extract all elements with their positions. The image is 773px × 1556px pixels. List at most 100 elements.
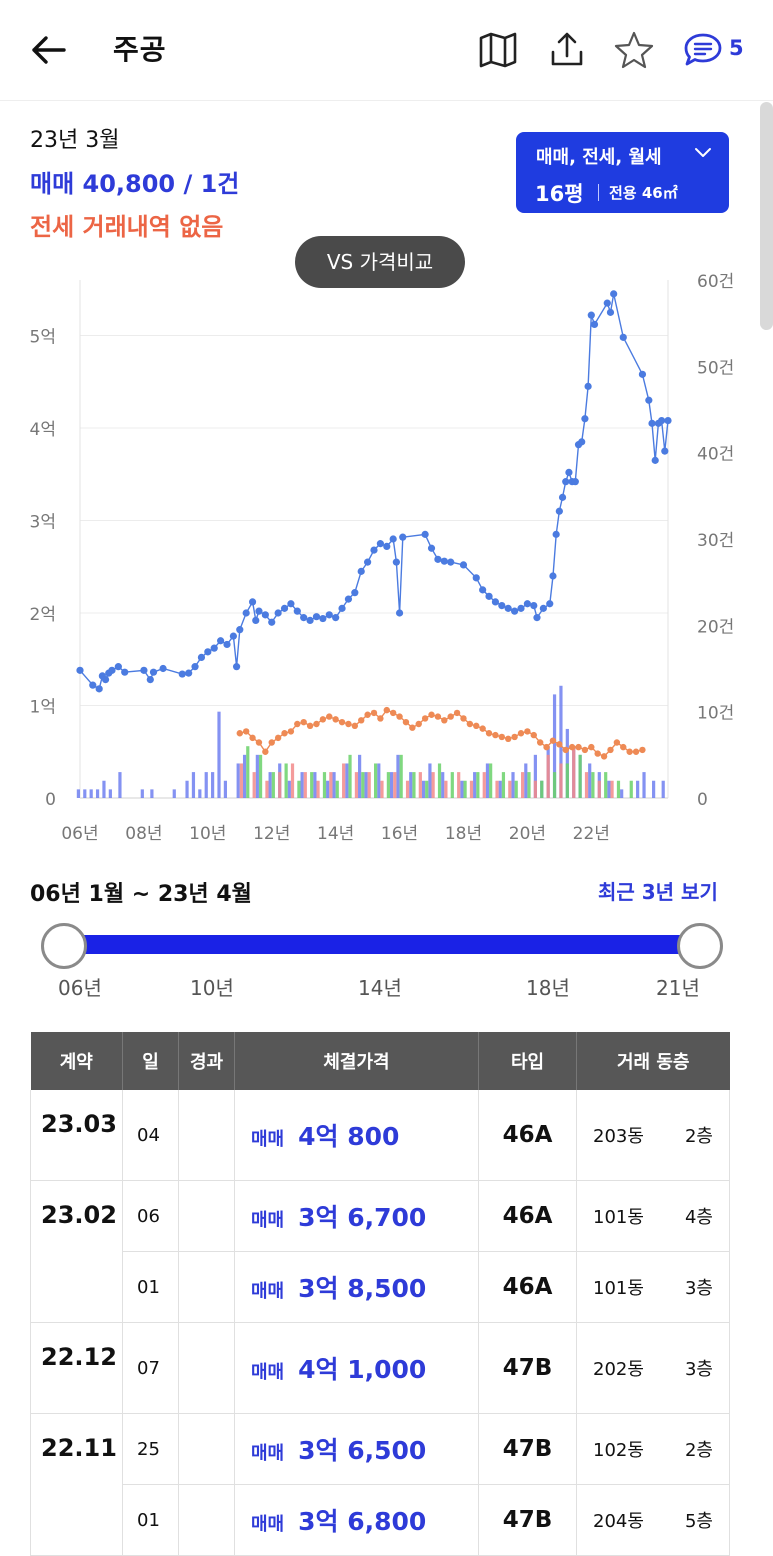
sale-price-point [242, 609, 250, 617]
sale-price-point [648, 419, 656, 427]
monthly-volume-bar [501, 772, 506, 798]
jeonse-volume-bar [521, 772, 525, 798]
table-row[interactable]: 01 매매 3억 8,500 46A 101동 3층 [31, 1251, 730, 1323]
top-bar: 주공 5 [0, 0, 773, 100]
column-header-unit[interactable]: 거래 동층 [576, 1032, 730, 1090]
jeonse-price-point [505, 735, 512, 742]
share-icon[interactable] [547, 30, 587, 70]
unit-cell: 102동 2층 [576, 1413, 730, 1485]
deal-type-filter[interactable]: 매매, 전세, 월세 16평 전용 46㎡ [516, 132, 729, 213]
sale-price-point [587, 311, 595, 319]
jeonse-price-point [441, 717, 448, 724]
column-header-type[interactable]: 타입 [478, 1032, 577, 1090]
sale-volume-bar [326, 780, 330, 798]
unit-cell: 204동 5층 [576, 1484, 730, 1556]
jeonse-price-point [338, 718, 346, 726]
jeonse-price-point [364, 711, 371, 718]
sale-volume-bar [389, 772, 394, 798]
back-arrow-icon[interactable] [28, 30, 72, 70]
unit-cell: 101동 4층 [576, 1180, 730, 1252]
sale-price-point [364, 558, 372, 566]
sale-volume-bar [255, 754, 259, 798]
contract-day: 25 [122, 1413, 179, 1485]
sale-price-point [603, 299, 611, 307]
table-row[interactable]: 23.02 06 매매 3억 6,700 46A 101동 4층 [30, 1180, 730, 1323]
sale-price-point [261, 611, 269, 619]
jeonse-volume-bar [418, 772, 422, 798]
deal-price: 4억 800 [298, 1122, 400, 1151]
table-row[interactable]: 01 매매 3억 6,800 47B 204동 5층 [31, 1484, 730, 1556]
sale-price-point [197, 653, 206, 661]
jeonse-volume-bar [610, 780, 614, 798]
compare-price-button[interactable]: VS 가격비교 [295, 236, 465, 288]
jeonse-price-point [249, 734, 256, 742]
column-header-elapsed[interactable]: 경과 [178, 1032, 235, 1090]
column-header-contract[interactable]: 계약 [30, 1032, 123, 1090]
table-row[interactable]: 23.03 04 매매 4억 800 46A 203동 2층 [30, 1090, 730, 1181]
scrollbar[interactable] [760, 102, 773, 330]
price-cell: 매매 3억 6,800 [234, 1484, 479, 1556]
y-axis-tick-label: 3억 [30, 513, 56, 533]
table-header-row: 계약 일 경과 체결가격 타입 거래 동층 [30, 1032, 730, 1090]
sale-price-point [511, 607, 519, 615]
contract-day: 01 [122, 1484, 179, 1556]
comment-count[interactable]: 5 [729, 36, 744, 60]
sale-price-point [491, 598, 500, 606]
y-axis-tick-label: 2억 [30, 605, 56, 625]
sale-price-point [248, 598, 257, 606]
y-right-tick-label: 10건 [697, 704, 734, 724]
jeonse-price-point [594, 750, 601, 757]
x-axis-tick-label: 06년 [61, 824, 98, 844]
jeonse-price-point [287, 728, 295, 735]
jeonse-price-point [255, 739, 263, 746]
price-chart[interactable]: 0 1억 2억 3억 4억 5억 0 10건 20건 30건 40건 50건 60건 06년 08년 10년 1… [0, 255, 773, 855]
jeonse-volume-bar [444, 780, 448, 798]
map-icon[interactable] [478, 30, 518, 70]
sale-price-point [293, 607, 301, 615]
sale-price-point [223, 640, 231, 649]
slider-handle-end[interactable] [677, 923, 723, 969]
monthly-volume-bar [527, 772, 531, 798]
slider-tick-label: 06년 [58, 976, 102, 1000]
jeonse-volume-bar [559, 763, 563, 798]
column-header-day[interactable]: 일 [122, 1032, 179, 1090]
jeonse-price-point [402, 718, 410, 726]
monthly-volume-bar [284, 763, 288, 798]
slider-handle-start[interactable] [41, 923, 87, 969]
sale-price-point [149, 668, 158, 676]
sale-volume-bar [377, 763, 381, 798]
table-row[interactable]: 22.11 25 매매 3억 6,500 47B 102동 2층 [30, 1413, 730, 1556]
sale-price-point [555, 507, 563, 515]
comment-icon[interactable] [683, 30, 723, 70]
sale-price-point [280, 604, 289, 612]
monthly-volume-bar [629, 780, 633, 798]
monthly-volume-bar [258, 754, 263, 798]
sale-price-point [523, 600, 531, 608]
unit-type: 47B [478, 1322, 577, 1414]
sale-price-point [146, 676, 154, 684]
star-icon[interactable] [614, 30, 654, 70]
table-row[interactable]: 22.12 07 매매 4억 1,000 47B 202동 3층 [30, 1322, 730, 1414]
sale-volume-bar [396, 754, 400, 798]
jeonse-price-point [300, 718, 307, 726]
x-axis-tick-label: 08년 [125, 824, 162, 844]
jeonse-price-point [600, 753, 608, 760]
unit-type: 47B [478, 1484, 577, 1556]
jeonse-volume-bar [431, 772, 435, 798]
x-axis-tick-label: 12년 [253, 824, 290, 844]
column-header-price[interactable]: 체결가격 [234, 1032, 479, 1090]
header-divider [0, 100, 773, 101]
sale-price-point [638, 370, 647, 378]
unit-floor: 2층 [684, 1126, 713, 1147]
sale-price-point [434, 555, 442, 563]
jeonse-price-point [639, 746, 646, 754]
date-range-slider-track[interactable] [64, 935, 700, 954]
sale-price-point [479, 586, 487, 594]
monthly-volume-bar [361, 772, 365, 798]
unit-floor: 4층 [684, 1207, 713, 1228]
sale-volume-bar [473, 772, 477, 798]
jeonse-price-point [428, 711, 435, 718]
sale-price-point [95, 685, 103, 693]
recent-3-years-link[interactable]: 최근 3년 보기 [598, 880, 718, 904]
sale-price-point [114, 663, 122, 671]
